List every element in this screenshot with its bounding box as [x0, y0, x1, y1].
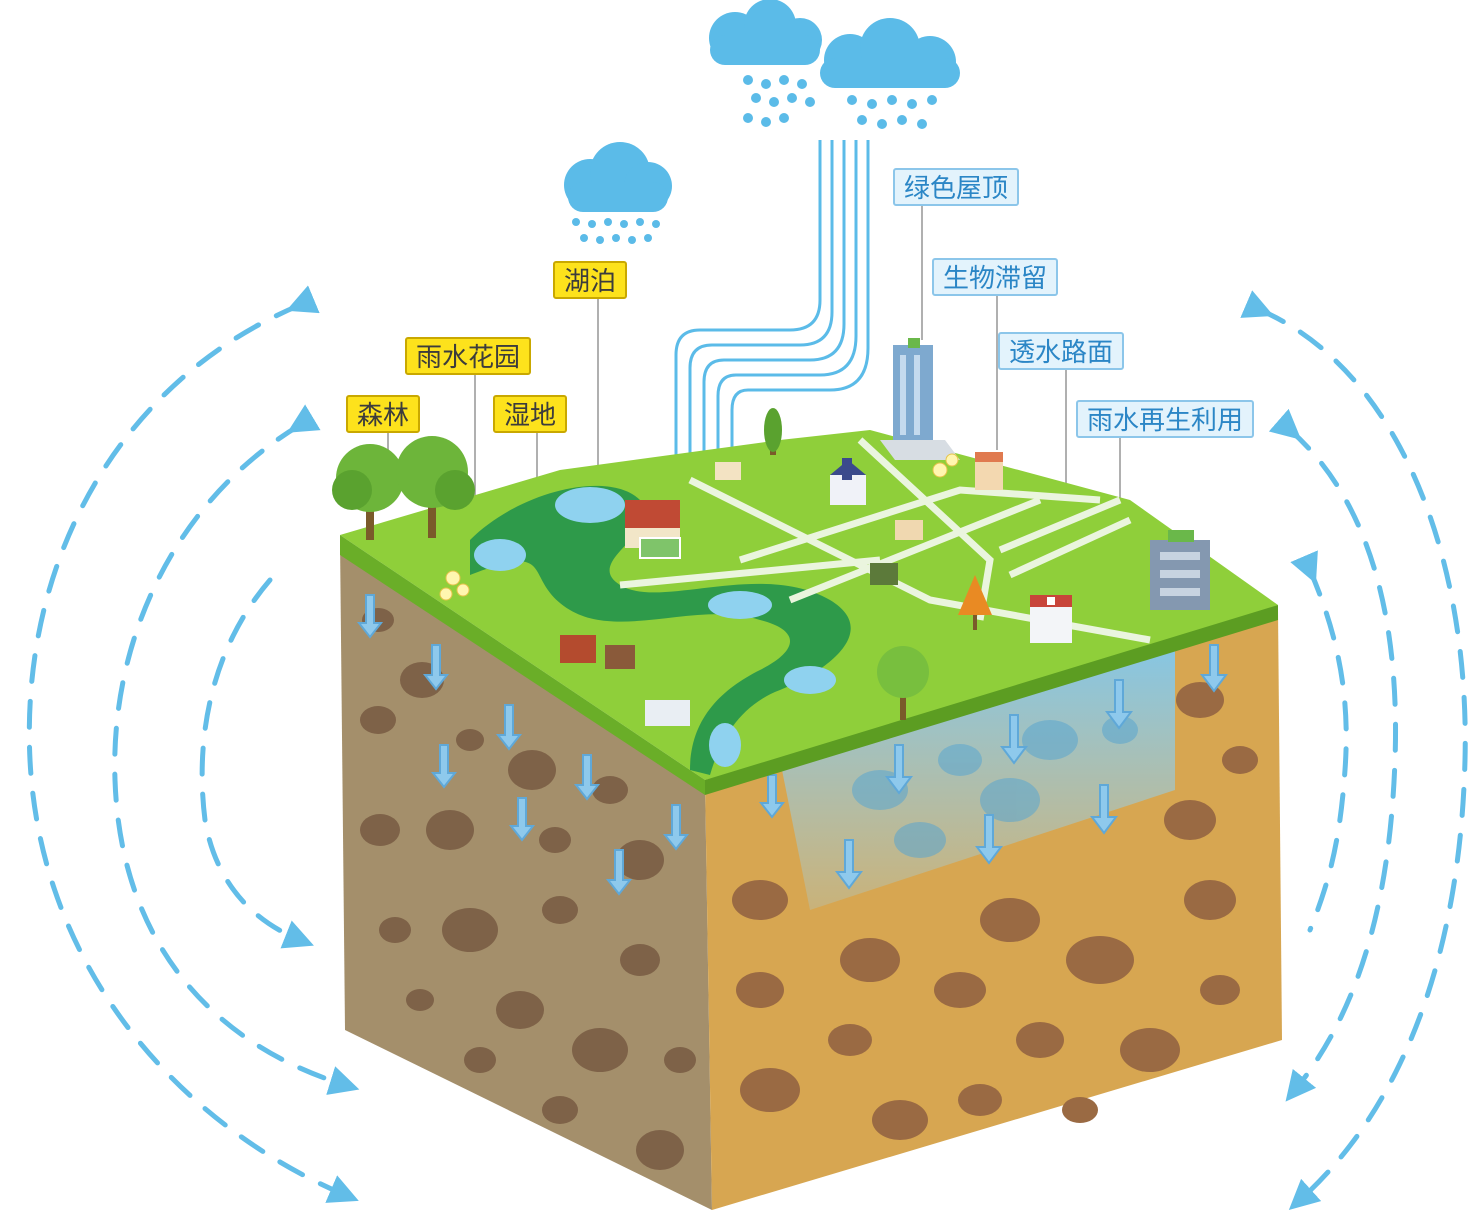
rain-drops-large [743, 75, 937, 129]
label-green-roof: 绿色屋顶 [893, 168, 1020, 206]
grass-edge-front [340, 535, 705, 795]
grass-edge-side [705, 605, 1278, 795]
label-bio-retention: 生物滞留 [932, 258, 1059, 296]
soil-pebbles-side [732, 682, 1258, 1140]
rain-streams [674, 140, 870, 470]
label-wetland: 湿地 [493, 395, 568, 433]
label-forest: 森林 [346, 395, 421, 433]
autumn-tree-icon [958, 575, 992, 630]
cloud-icon [709, 0, 960, 88]
ponds [474, 487, 836, 767]
label-permeable-pavement: 透水路面 [998, 332, 1125, 370]
infiltration-arrows [356, 594, 1228, 896]
groundwater-bubbles [852, 716, 1138, 858]
soil-pebbles-front [360, 608, 696, 1170]
label-rainwater-reuse: 雨水再生利用 [1076, 400, 1255, 438]
river [470, 485, 851, 775]
rain-drops-small [572, 218, 660, 244]
cloud-icon [564, 142, 672, 212]
groundwater-zone [780, 640, 1175, 910]
building-icon [560, 338, 1210, 726]
flower-icon [439, 453, 959, 601]
water-cycle-arcs-left [26, 285, 360, 1203]
tree-icon [332, 408, 929, 720]
water-cycle-arcs-right [1240, 290, 1468, 1211]
label-rain-garden: 雨水花园 [405, 337, 532, 375]
label-lake: 湖泊 [553, 261, 628, 299]
